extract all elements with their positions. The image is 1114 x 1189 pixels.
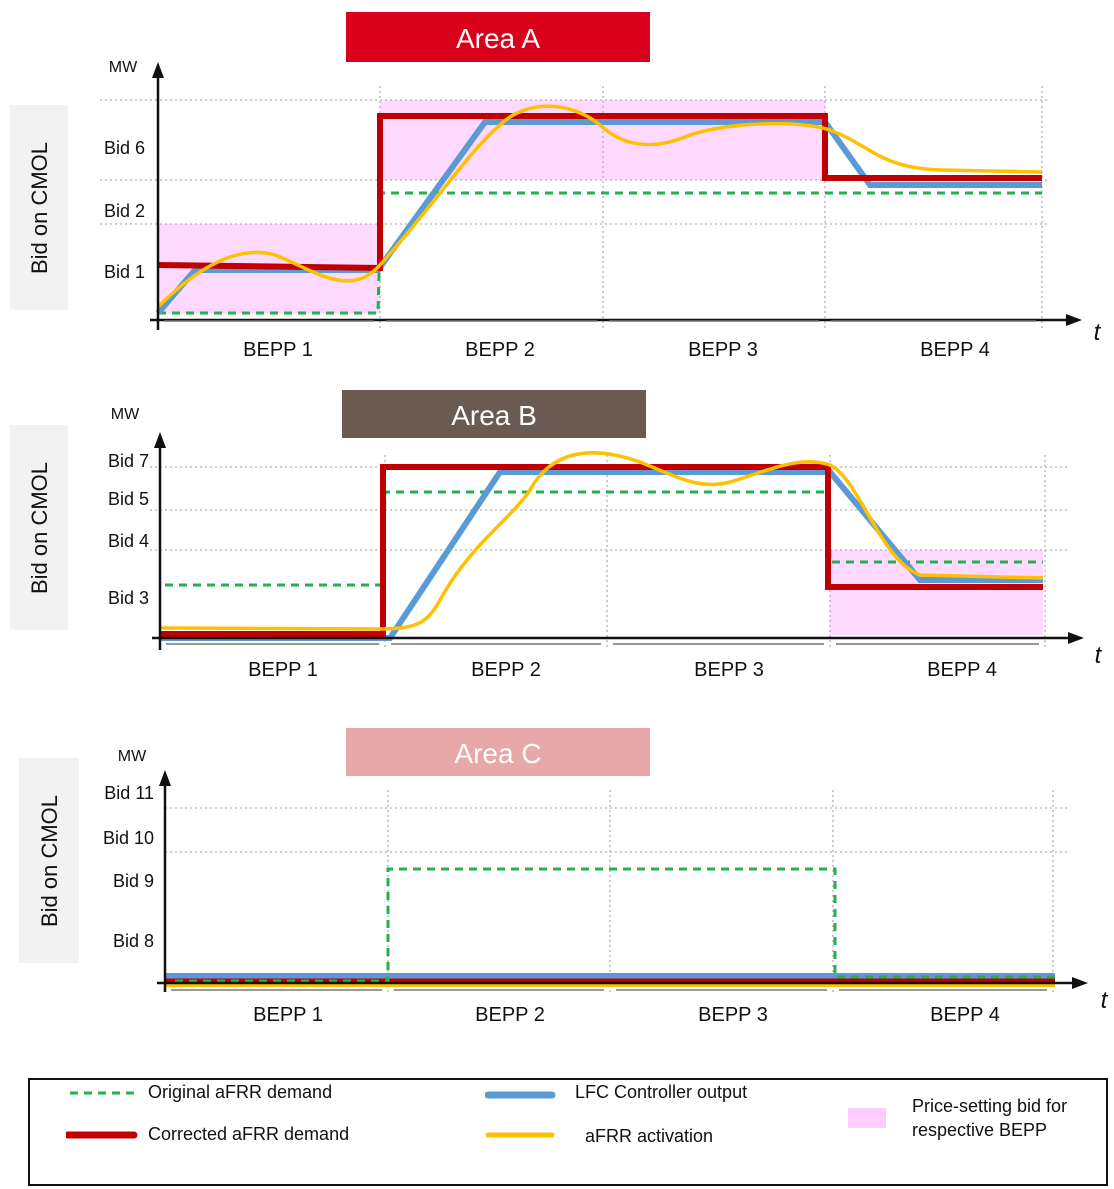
legend-item-activation: aFRR activation	[485, 1126, 713, 1147]
area-c-bid-11: Bid 11	[104, 783, 154, 803]
panel-area-a: Area A Bid on CMOL MW t Bid 6 Bid 2	[10, 12, 1102, 361]
legend-label-price-bid: Price-setting bid for respective BEPP	[912, 1096, 1068, 1140]
legend-item-original: Original aFRR demand	[68, 1082, 332, 1103]
area-b-period-2: BEPP 2	[471, 659, 541, 681]
area-b-corrected-demand	[160, 464, 1043, 637]
legend: Original aFRR demand Corrected aFRR dema…	[28, 1078, 1108, 1186]
area-a-period-4: BEPP 4	[920, 339, 990, 361]
area-b-title: Area B	[451, 400, 537, 431]
legend-swatch-corrected	[66, 1131, 138, 1138]
legend-swatch-activation	[485, 1132, 555, 1137]
area-a-bid-2: Bid 2	[104, 201, 145, 221]
area-a-y-arrow	[152, 62, 164, 78]
area-c-unit-label: MW	[118, 748, 147, 765]
area-c-time-label: t	[1101, 987, 1109, 1014]
area-b-bid-4: Bid 4	[108, 531, 149, 551]
area-b-afrr-activation	[159, 451, 1044, 631]
area-b-bid-7: Bid 7	[108, 451, 149, 471]
area-a-title-box	[346, 12, 650, 62]
panel-area-b: Area B Bid on CMOL MW t Bid 7 Bid 5 Bid …	[10, 390, 1103, 681]
area-a-ylabel-box	[10, 105, 68, 310]
area-c-period-4: BEPP 4	[930, 1004, 1000, 1026]
area-b-original-demand	[165, 490, 1043, 587]
area-c-bid-9: Bid 9	[113, 871, 154, 891]
legend-label-lfc: LFC Controller output	[575, 1082, 748, 1102]
area-c-title-box	[346, 728, 650, 776]
area-b-ylabel-box	[10, 425, 68, 630]
area-a-unit-label: MW	[109, 59, 138, 76]
area-a-corrected-demand	[157, 113, 1042, 272]
area-c-ylabel-box	[19, 758, 79, 963]
legend-swatch-price-bid	[848, 1108, 886, 1128]
area-b-bid-3: Bid 3	[108, 588, 149, 608]
legend-label-activation: aFRR activation	[585, 1126, 714, 1146]
area-c-original-demand	[175, 867, 1055, 983]
area-c-period-2: BEPP 2	[475, 1004, 545, 1026]
legend-label-original: Original aFRR demand	[148, 1082, 333, 1102]
diagram-canvas: Area A Bid on CMOL MW t Bid 6 Bid 2	[10, 12, 1109, 1026]
area-b-period-4: BEPP 4	[927, 659, 997, 681]
area-b-grid	[150, 455, 1068, 650]
legend-swatch-lfc	[485, 1091, 556, 1098]
area-a-time-label: t	[1094, 319, 1102, 346]
area-a-period-1: BEPP 1	[243, 339, 313, 361]
legend-label-corrected: Corrected aFRR demand	[148, 1124, 350, 1144]
area-b-period-1: BEPP 1	[248, 659, 318, 681]
area-b-time-label: t	[1095, 642, 1103, 669]
area-a-period-3: BEPP 3	[688, 339, 758, 361]
area-a-lfc-output	[155, 119, 1042, 315]
area-b-title-box	[342, 390, 646, 438]
area-a-title: Area A	[456, 23, 540, 54]
area-c-bid-8: Bid 8	[113, 931, 154, 951]
panel-area-c: Area C Bid on CMOL MW t Bid 11 Bid 10 Bi…	[19, 728, 1109, 1026]
area-c-bid-10: Bid 10	[103, 828, 154, 848]
area-b-ylabel: Bid on CMOL	[27, 462, 52, 594]
area-a-afrr-activation	[156, 104, 1043, 309]
area-c-x-arrow	[1072, 977, 1088, 989]
legend-item-lfc: LFC Controller output	[485, 1082, 747, 1103]
price-bid-region-b-bepp4	[830, 550, 1043, 635]
area-c-ylabel: Bid on CMOL	[37, 795, 62, 927]
area-c-title: Area C	[454, 738, 541, 769]
area-b-x-arrow	[1068, 632, 1084, 644]
area-b-period-3: BEPP 3	[694, 659, 764, 681]
area-c-grid	[165, 790, 1070, 995]
area-a-bid-1: Bid 1	[104, 262, 145, 282]
area-b-bid-5: Bid 5	[108, 489, 149, 509]
legend-swatch-original	[70, 1091, 136, 1094]
area-c-period-1: BEPP 1	[253, 1004, 323, 1026]
area-a-ylabel: Bid on CMOL	[27, 142, 52, 274]
area-a-bid-6: Bid 6	[104, 138, 145, 158]
area-b-unit-label: MW	[111, 406, 140, 423]
area-c-period-3: BEPP 3	[698, 1004, 768, 1026]
area-a-period-2: BEPP 2	[465, 339, 535, 361]
area-c-y-arrow	[159, 770, 171, 786]
legend-item-price-bid: Price-setting bid for respective BEPP	[848, 1094, 1112, 1142]
area-b-y-arrow	[154, 432, 166, 448]
legend-item-corrected: Corrected aFRR demand	[66, 1124, 349, 1145]
area-a-x-arrow	[1066, 314, 1082, 326]
